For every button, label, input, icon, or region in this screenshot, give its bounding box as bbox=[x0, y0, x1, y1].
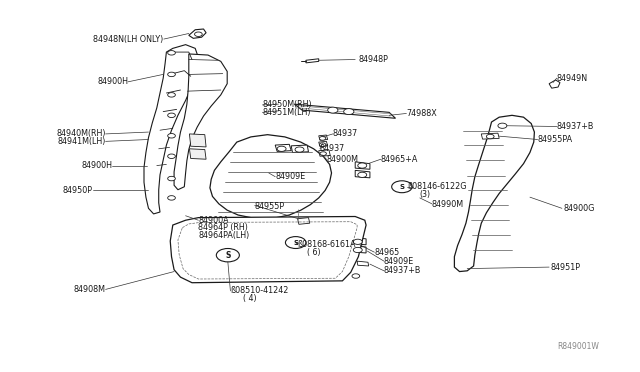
Polygon shape bbox=[357, 261, 369, 266]
Circle shape bbox=[168, 176, 175, 181]
Text: S: S bbox=[225, 251, 230, 260]
Polygon shape bbox=[189, 29, 206, 38]
Circle shape bbox=[352, 274, 360, 278]
Circle shape bbox=[195, 32, 202, 36]
Circle shape bbox=[168, 154, 175, 158]
Circle shape bbox=[277, 146, 286, 151]
Polygon shape bbox=[174, 54, 227, 190]
Text: 84965: 84965 bbox=[374, 248, 399, 257]
Circle shape bbox=[295, 147, 304, 152]
Polygon shape bbox=[144, 45, 198, 214]
Polygon shape bbox=[454, 115, 534, 272]
Text: ( 6): ( 6) bbox=[307, 248, 321, 257]
Circle shape bbox=[358, 163, 367, 168]
Text: 84909E: 84909E bbox=[275, 172, 305, 181]
Text: 84940M(RH): 84940M(RH) bbox=[56, 129, 106, 138]
Polygon shape bbox=[319, 135, 328, 140]
Polygon shape bbox=[189, 134, 206, 147]
Text: 84900A: 84900A bbox=[198, 216, 229, 225]
Polygon shape bbox=[319, 141, 328, 147]
Text: S: S bbox=[399, 184, 404, 190]
Text: 84950P: 84950P bbox=[63, 186, 93, 195]
Circle shape bbox=[168, 196, 175, 200]
Circle shape bbox=[498, 123, 507, 128]
Text: 84949N: 84949N bbox=[557, 74, 588, 83]
Text: 84900H: 84900H bbox=[81, 161, 112, 170]
Circle shape bbox=[392, 181, 412, 193]
Text: ß08168-6161A: ß08168-6161A bbox=[298, 240, 356, 249]
Text: 84951P: 84951P bbox=[550, 263, 580, 272]
Polygon shape bbox=[355, 162, 370, 169]
Text: ß08510-41242: ß08510-41242 bbox=[230, 286, 289, 295]
Text: 84937: 84937 bbox=[333, 129, 358, 138]
Text: ( 4): ( 4) bbox=[243, 294, 257, 303]
Text: 84900H: 84900H bbox=[97, 77, 128, 86]
Circle shape bbox=[353, 247, 362, 253]
Polygon shape bbox=[351, 246, 366, 253]
Polygon shape bbox=[306, 59, 319, 63]
Polygon shape bbox=[170, 217, 366, 283]
Polygon shape bbox=[549, 80, 560, 88]
Text: 84937: 84937 bbox=[320, 144, 345, 153]
Polygon shape bbox=[294, 104, 396, 118]
Polygon shape bbox=[291, 145, 308, 153]
Text: 84937+B: 84937+B bbox=[384, 266, 421, 275]
Text: 84900M: 84900M bbox=[326, 155, 358, 164]
Circle shape bbox=[486, 134, 494, 139]
Circle shape bbox=[328, 107, 338, 113]
Text: 84964PA(LH): 84964PA(LH) bbox=[198, 231, 250, 240]
Polygon shape bbox=[189, 149, 206, 159]
Polygon shape bbox=[355, 170, 370, 178]
Polygon shape bbox=[298, 218, 310, 224]
Circle shape bbox=[168, 51, 175, 55]
Circle shape bbox=[285, 237, 306, 248]
Text: 84950M(RH): 84950M(RH) bbox=[262, 100, 312, 109]
Text: 84955P: 84955P bbox=[255, 202, 285, 211]
Text: 84941M(LH): 84941M(LH) bbox=[57, 137, 106, 146]
Circle shape bbox=[168, 72, 175, 77]
Text: 84908M: 84908M bbox=[74, 285, 106, 294]
Text: 84948N(LH ONLY): 84948N(LH ONLY) bbox=[93, 35, 163, 44]
Text: 84965+A: 84965+A bbox=[381, 155, 418, 164]
Text: 84948P: 84948P bbox=[358, 55, 388, 64]
Text: 84937+B: 84937+B bbox=[557, 122, 594, 131]
Polygon shape bbox=[275, 144, 291, 151]
Circle shape bbox=[319, 137, 326, 140]
Text: (3): (3) bbox=[419, 190, 430, 199]
Circle shape bbox=[353, 239, 362, 244]
Circle shape bbox=[319, 143, 326, 147]
Polygon shape bbox=[481, 133, 499, 139]
Text: 84955PA: 84955PA bbox=[538, 135, 573, 144]
Circle shape bbox=[358, 172, 367, 177]
Text: 84964P (RH): 84964P (RH) bbox=[198, 223, 248, 232]
Polygon shape bbox=[210, 135, 332, 219]
Text: 84909E: 84909E bbox=[384, 257, 414, 266]
Text: 84951M(LH): 84951M(LH) bbox=[262, 108, 311, 117]
Circle shape bbox=[320, 152, 326, 155]
Text: S: S bbox=[293, 240, 298, 246]
Circle shape bbox=[216, 248, 239, 262]
Circle shape bbox=[168, 134, 175, 138]
Text: 84990M: 84990M bbox=[432, 200, 464, 209]
Circle shape bbox=[344, 109, 354, 115]
Polygon shape bbox=[319, 150, 330, 156]
Text: 84900G: 84900G bbox=[563, 204, 595, 213]
Text: 74988X: 74988X bbox=[406, 109, 437, 118]
Text: R849001W: R849001W bbox=[557, 342, 598, 351]
Text: ß08146-6122G: ß08146-6122G bbox=[407, 182, 467, 191]
Circle shape bbox=[168, 93, 175, 97]
Polygon shape bbox=[351, 237, 366, 245]
Circle shape bbox=[168, 113, 175, 118]
